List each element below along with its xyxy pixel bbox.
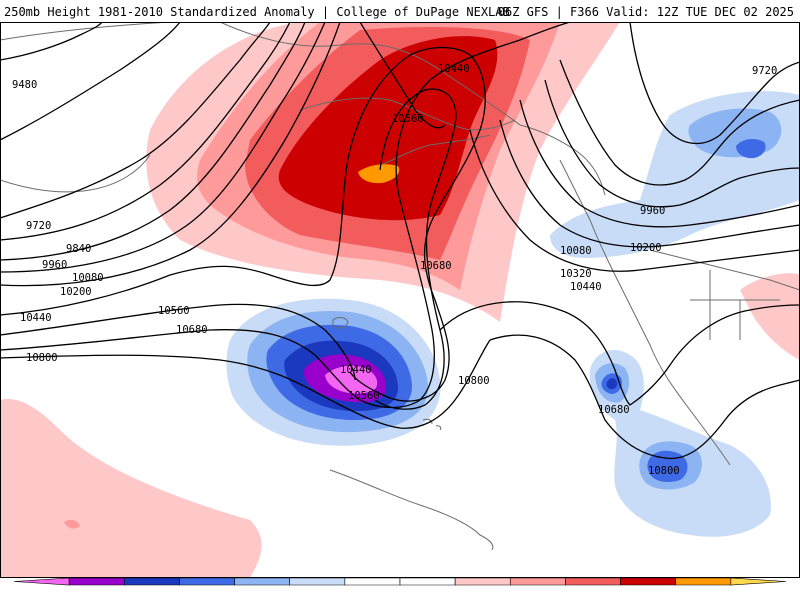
colorbar-tick-label: 0 xyxy=(397,576,403,578)
colorbar-tick-label: 1 xyxy=(462,576,468,578)
anomaly-plus-5 xyxy=(358,164,400,184)
contour-label: 9480 xyxy=(12,79,37,91)
contour-9720-east xyxy=(629,22,800,144)
colorbar-ticks: -5 -4 -3 -2 -1 0 1 2 3 4 5 xyxy=(72,576,726,578)
contour-label: 10320 xyxy=(560,268,592,280)
anomaly-plus-7 xyxy=(740,273,800,360)
colorbar-tick-label: -1 xyxy=(330,576,342,578)
contour-10680-east xyxy=(439,301,800,406)
map-title: 250mb Height 1981-2010 Standardized Anom… xyxy=(4,5,510,19)
colorbar-bin xyxy=(509,577,566,586)
contour-label: 9840 xyxy=(66,243,91,255)
colorbar-bin xyxy=(454,577,511,586)
negative-anomaly-shading xyxy=(226,91,800,537)
coastlines xyxy=(0,22,800,551)
contour-label: 10440 xyxy=(340,364,372,376)
contour-label: 10440 xyxy=(20,312,52,324)
contour-labels: 9480 9720 9840 9960 10080 10200 10440 10… xyxy=(12,63,777,477)
height-contours xyxy=(0,22,800,460)
colorbar-bin xyxy=(123,577,180,586)
contour-label: 10560 xyxy=(348,390,380,402)
contour-9960-east xyxy=(559,59,800,186)
colorbar-bin xyxy=(13,577,70,586)
contour-10560-east xyxy=(359,22,446,129)
anomaly-map: 9480 9720 9840 9960 10080 10200 10440 10… xyxy=(0,22,800,578)
colorbar-bin xyxy=(68,577,125,586)
colorbar-bin xyxy=(730,577,787,586)
contour-label: 10200 xyxy=(630,242,662,254)
anomaly-plus-4 xyxy=(278,36,498,221)
anomaly-minus-9 xyxy=(736,138,766,159)
colorbar-tick-label: 4 xyxy=(655,576,661,578)
contour-10680-loop xyxy=(0,22,571,409)
colorbar-tick-label: 3 xyxy=(591,576,597,578)
coastline-west-coast xyxy=(649,249,800,340)
contour-10440-west xyxy=(0,46,486,402)
contour-label: 9960 xyxy=(640,205,665,217)
colorbar-bin xyxy=(344,577,401,586)
contour-10800-east xyxy=(489,334,800,460)
contour-label: 10560 xyxy=(158,305,190,317)
contour-label: 10440 xyxy=(570,281,602,293)
colorbar-bins xyxy=(13,577,787,586)
colorbar-bin xyxy=(399,577,456,586)
contour-label: 10440 xyxy=(438,63,470,75)
map-header: 250mb Height 1981-2010 Standardized Anom… xyxy=(0,0,800,22)
anomaly-minus-13 xyxy=(606,378,618,390)
colorbar-tick-label: 5 xyxy=(720,576,726,578)
contour-9840-west xyxy=(0,22,291,241)
contour-label: 10680 xyxy=(176,324,208,336)
colorbar-bin xyxy=(179,577,235,586)
anomaly-colorbar: -5 -4 -3 -2 -1 0 1 2 3 4 5 xyxy=(13,576,787,586)
contour-label: 10200 xyxy=(60,286,92,298)
hawaii-islands xyxy=(422,418,442,431)
contour-10200-east xyxy=(519,99,800,228)
contour-10080-west xyxy=(0,22,326,273)
contour-9960-west xyxy=(0,22,306,261)
contour-label: 10080 xyxy=(560,245,592,257)
colorbar-bin xyxy=(620,577,677,586)
colorbar-tick-label: -5 xyxy=(72,576,84,578)
contour-9600 xyxy=(0,22,181,141)
contour-10320-east xyxy=(499,119,800,248)
contour-10800-west xyxy=(0,339,491,429)
contour-label: 10800 xyxy=(648,465,680,477)
positive-anomaly-shading xyxy=(0,22,800,578)
colorbar-bin xyxy=(234,577,291,586)
contour-label: 10680 xyxy=(420,260,452,272)
colorbar-tick-label: -4 xyxy=(136,576,148,578)
coastline-pacific-islands xyxy=(329,469,494,551)
contour-label: 10560 xyxy=(392,113,424,125)
colorbar-tick-label: -2 xyxy=(265,576,277,578)
contour-label: 10800 xyxy=(458,375,490,387)
contour-label: 9720 xyxy=(26,220,51,232)
anomaly-plus-6 xyxy=(0,399,262,578)
colorbar-tick-label: -3 xyxy=(201,576,213,578)
model-run-info: 06Z GFS | F366 Valid: 12Z TUE DEC 02 202… xyxy=(497,5,794,19)
contour-label: 9960 xyxy=(42,259,67,271)
colorbar-bin xyxy=(565,577,621,586)
contour-label: 9720 xyxy=(752,65,777,77)
anomaly-plus-8 xyxy=(64,519,80,529)
island-outline xyxy=(332,317,349,329)
contour-9480 xyxy=(0,22,103,61)
coastline-kamchatka xyxy=(0,154,151,193)
coastline-arctic xyxy=(0,22,606,196)
colorbar-tick-label: 2 xyxy=(526,576,532,578)
coastline-northwest xyxy=(559,159,731,466)
colorbar-bin xyxy=(289,577,346,586)
contour-9720-west xyxy=(0,22,271,219)
contour-label: 10680 xyxy=(598,404,630,416)
contour-10080-east xyxy=(544,79,800,208)
contour-label: 10800 xyxy=(26,352,58,364)
contour-label: 10080 xyxy=(72,272,104,284)
colorbar-bin xyxy=(675,577,732,586)
contour-10560-outer xyxy=(0,88,457,410)
anomaly-minus-6 xyxy=(325,365,378,394)
contour-10440-east xyxy=(469,129,800,272)
contour-10200-west xyxy=(0,22,341,287)
